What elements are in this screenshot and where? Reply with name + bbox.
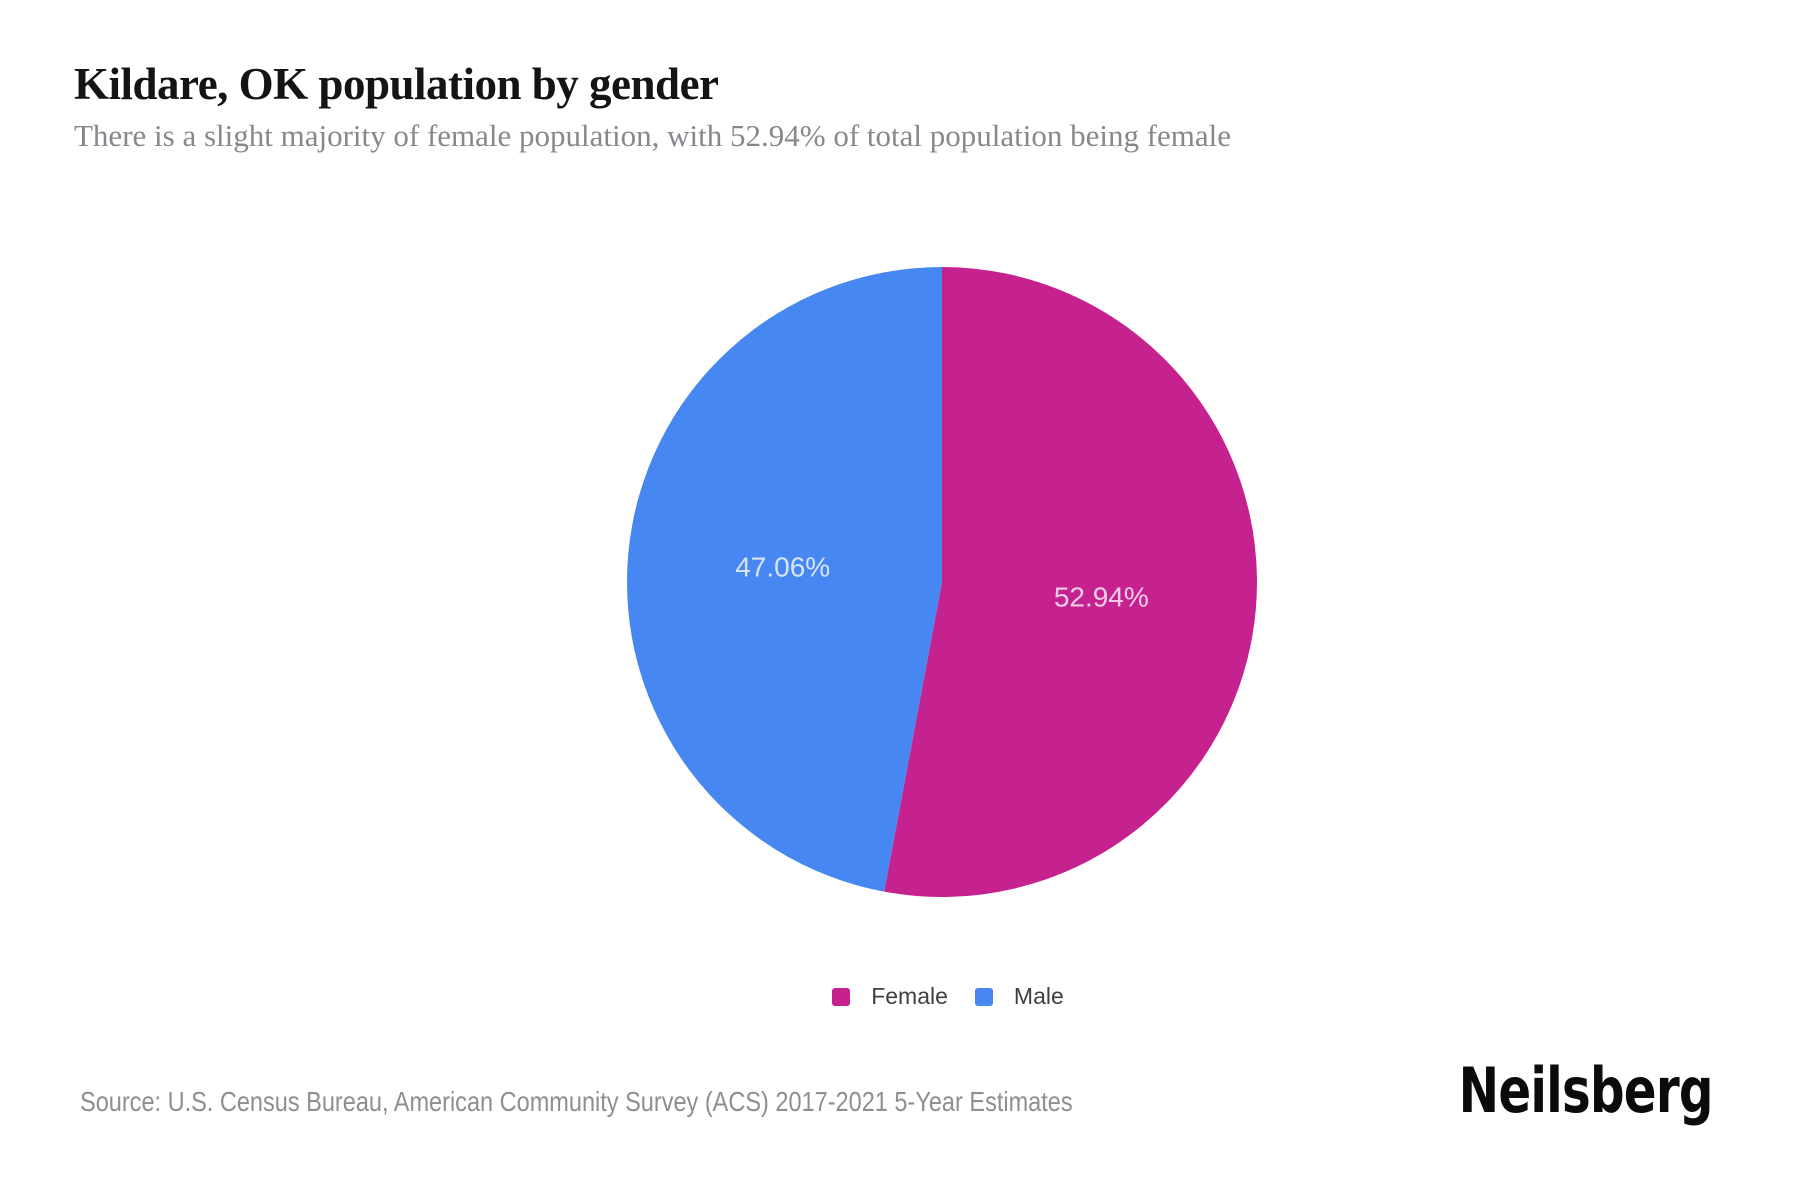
legend-item-male[interactable]: Male [974, 983, 1064, 1009]
female-swatch-icon [832, 987, 851, 1006]
pie-slice-female[interactable] [884, 267, 1257, 897]
pie-slice-male[interactable] [627, 267, 942, 892]
chart-subtitle: There is a slight majority of female pop… [74, 118, 1232, 153]
legend: Female Male [633, 985, 1263, 1008]
chart-title: Kildare, OK population by gender [74, 59, 719, 109]
legend-label-male: Male [1013, 983, 1064, 1009]
male-swatch-icon [974, 987, 993, 1006]
legend-item-female[interactable]: Female [832, 985, 948, 1008]
legend-label-female: Female [871, 983, 948, 1009]
source-text: Source: U.S. Census Bureau, American Com… [80, 1086, 1073, 1117]
pie-chart: 52.94%47.06% [627, 267, 1257, 897]
brand-logo: Neilsberg [1458, 1054, 1714, 1127]
